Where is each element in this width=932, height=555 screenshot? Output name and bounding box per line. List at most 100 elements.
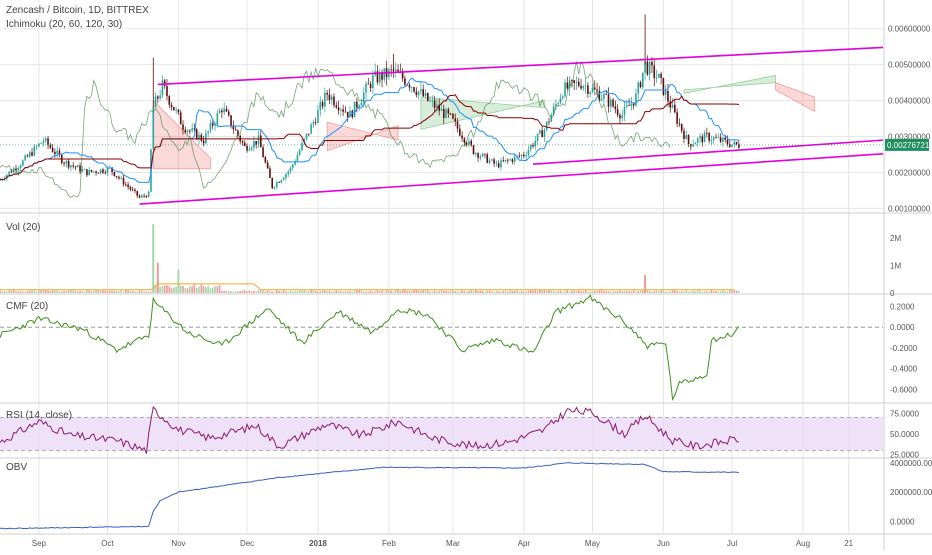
- volume-bar-187: [426, 290, 429, 293]
- volume-bar-210: [479, 290, 482, 293]
- volume-bar-129: [294, 291, 296, 293]
- candle-body-231: [527, 149, 530, 156]
- candle-body-50: [113, 172, 116, 177]
- volume-bar-252: [575, 291, 578, 293]
- volume-bar-127: [289, 290, 292, 293]
- candle-body-307: [701, 136, 704, 143]
- candle-body-29: [65, 161, 68, 164]
- candle-body-194: [442, 108, 445, 118]
- candle-body-38: [86, 169, 88, 176]
- candle-body-255: [582, 86, 585, 89]
- volume-bar-149: [340, 290, 342, 293]
- obv-legend[interactable]: OBV: [6, 462, 28, 473]
- volume-bar-29: [65, 291, 68, 293]
- candle-body-271: [619, 114, 621, 119]
- candle-body-322: [735, 141, 738, 145]
- candle-body-35: [79, 165, 81, 172]
- candle-body-308: [703, 132, 706, 143]
- volume-bar-316: [722, 290, 724, 293]
- candle-body-319: [728, 144, 731, 147]
- candle-body-173: [394, 69, 397, 71]
- x-axis-tick: May: [585, 539, 600, 548]
- volume-bar-287: [655, 290, 658, 293]
- candle-body-86: [195, 129, 198, 140]
- volume-bar-101: [230, 291, 232, 293]
- candle-body-62: [141, 195, 143, 198]
- candle-body-265: [605, 93, 608, 95]
- cmf-legend[interactable]: CMF (20): [6, 301, 49, 312]
- volume-bar-268: [612, 291, 614, 293]
- candle-body-180: [410, 87, 413, 88]
- symbol-title: Zencash / Bitcoin, 1D, BITTREX: [6, 5, 149, 16]
- volume-bar-257: [587, 291, 589, 293]
- cmf-axis-tick: 0.0000: [890, 323, 915, 332]
- volume-bar-256: [584, 290, 587, 293]
- candle-body-221: [504, 159, 507, 162]
- x-axis-tick: 2018: [309, 539, 327, 548]
- candle-body-251: [573, 80, 575, 83]
- volume-bar-259: [591, 290, 594, 293]
- x-axis-tick: Mar: [446, 539, 460, 548]
- candle-body-302: [690, 144, 692, 147]
- candle-body-192: [438, 104, 441, 111]
- candle-body-323: [738, 144, 740, 148]
- kijun-line: [0, 94, 739, 181]
- candle-body-273: [623, 106, 626, 116]
- volume-bar-253: [577, 290, 580, 293]
- volume-bar-120: [273, 291, 276, 293]
- volume-bar-130: [296, 291, 299, 293]
- volume-bar-321: [733, 290, 736, 293]
- volume-bar-154: [351, 291, 354, 293]
- candle-body-293: [669, 101, 672, 108]
- candle-body-294: [671, 104, 674, 108]
- volume-bar-8: [17, 291, 20, 293]
- volume-bar-135: [308, 291, 310, 293]
- volume-bar-47: [106, 291, 109, 293]
- volume-bar-66: [150, 291, 152, 293]
- rsi-legend[interactable]: RSI (14, close): [6, 410, 73, 421]
- volume-bar-174: [397, 290, 399, 293]
- volume-bar-285: [651, 291, 653, 293]
- candle-body-210: [479, 156, 482, 158]
- volume-axis-tick: 2M: [890, 234, 901, 243]
- volume-bar-14: [31, 290, 33, 293]
- candle-body-63: [143, 195, 145, 197]
- candle-body-107: [243, 142, 246, 146]
- volume-legend[interactable]: Vol (20): [6, 222, 41, 233]
- candle-body-95: [216, 113, 219, 125]
- volume-bar-98: [223, 290, 225, 293]
- price-axis-tick: 0.00300000: [888, 133, 931, 142]
- volume-bar-116: [264, 291, 267, 293]
- x-axis-tick: Jun: [657, 539, 670, 548]
- candle-body-257: [587, 85, 589, 94]
- candle-body-88: [200, 134, 203, 141]
- volume-bar-304: [694, 291, 697, 293]
- volume-bar-255: [582, 291, 585, 293]
- volume-bar-319: [728, 289, 731, 293]
- volume-bar-297: [678, 291, 681, 293]
- volume-bar-85: [193, 284, 196, 293]
- volume-bar-243: [555, 291, 557, 293]
- volume-bar-22: [49, 291, 52, 293]
- volume-bar-179: [408, 291, 411, 293]
- channel-upper-line: [157, 46, 884, 86]
- price-axis-tick: 0.00400000: [888, 97, 931, 106]
- volume-bar-205: [468, 291, 470, 293]
- candle-body-267: [609, 99, 612, 107]
- volume-bar-265: [605, 291, 608, 293]
- ichimoku-legend[interactable]: Ichimoku (20, 60, 120, 30): [6, 19, 123, 30]
- volume-bar-155: [353, 290, 356, 293]
- volume-bar-209: [477, 291, 479, 293]
- candle-body-82: [186, 130, 189, 133]
- volume-bar-157: [358, 290, 360, 293]
- volume-bar-193: [440, 290, 443, 293]
- volume-bar-311: [710, 290, 713, 293]
- volume-bar-167: [381, 290, 383, 293]
- volume-axis-tick: 1M: [890, 262, 901, 271]
- ichimoku-cloud-3: [683, 75, 776, 94]
- candle-body-318: [726, 139, 729, 145]
- candle-body-248: [566, 82, 569, 89]
- candle-body-45: [102, 169, 104, 173]
- volume-bar-4: [8, 290, 10, 293]
- volume-bar-220: [502, 291, 505, 293]
